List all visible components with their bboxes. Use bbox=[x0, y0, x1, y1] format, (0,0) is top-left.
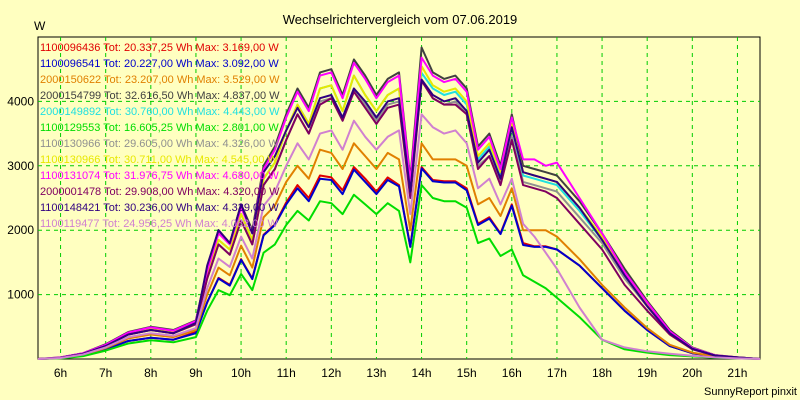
series-line-2000150622 bbox=[37, 142, 761, 360]
legend-entry-2000001478: 2000001478 Tot: 29.908,00 Wh Max: 4.320,… bbox=[40, 186, 280, 198]
y-tick-label: 4000 bbox=[7, 94, 34, 108]
chart-title: Wechselrichtervergleich vom 07.06.2019 bbox=[283, 12, 518, 27]
x-tick-label: 17h bbox=[547, 366, 567, 380]
x-tick-label: 20h bbox=[682, 366, 702, 380]
series-line-1100129553 bbox=[37, 184, 761, 360]
legend-entry-unreadable: 1100130966 Tot: 30.711,00 Wh Max: 4.545,… bbox=[40, 154, 279, 166]
x-tick-label: 21h bbox=[727, 366, 747, 380]
legend-entry-1100096436: 1100096436 Tot: 20.337,25 Wh Max: 3.169,… bbox=[40, 42, 279, 54]
legend-entry-1100131074: 1100131074 Tot: 31.976,75 Wh Max: 4.680,… bbox=[40, 170, 279, 182]
series-line-1100148421 bbox=[37, 78, 761, 360]
x-tick-label: 14h bbox=[412, 366, 432, 380]
y-axis-ticks: 1000 2000 3000 4000 bbox=[7, 94, 34, 301]
x-tick-label: 10h bbox=[231, 366, 251, 380]
footer-credit: SunnyReport pinxit bbox=[704, 386, 797, 398]
y-tick-label: 2000 bbox=[7, 223, 34, 237]
series-line-1100131074 bbox=[37, 56, 761, 360]
x-tick-label: 16h bbox=[502, 366, 522, 380]
legend-entry-2000149892: 2000149892 Tot: 30.760,00 Wh Max: 4.443,… bbox=[40, 106, 280, 118]
x-tick-label: 7h bbox=[99, 366, 112, 380]
legend-entry-1100119477: 1100119477 Tot: 24.956,25 Wh Max: 4.082,… bbox=[40, 218, 279, 230]
legend-entry-2000154799: 2000154799 Tot: 32.616,50 Wh Max: 4.837,… bbox=[40, 90, 280, 102]
x-tick-label: 8h bbox=[144, 366, 157, 380]
y-tick-label: 1000 bbox=[7, 288, 34, 302]
legend-entry-1100130966: 1100130966 Tot: 29.605,00 Wh Max: 4.326,… bbox=[40, 138, 279, 150]
series-line-1100119477 bbox=[37, 113, 761, 360]
legend-entry-1100148421: 1100148421 Tot: 30.236,00 Wh Max: 4.339,… bbox=[40, 202, 279, 214]
x-tick-label: 13h bbox=[366, 366, 386, 380]
series-line-2000001478 bbox=[37, 79, 761, 360]
x-tick-label: 18h bbox=[592, 366, 612, 380]
legend-entry-1100129553: 1100129553 Tot: 16.605,25 Wh Max: 2.801,… bbox=[40, 122, 279, 134]
series-lines bbox=[37, 46, 761, 360]
series-line-1100096541 bbox=[37, 167, 761, 360]
x-axis-ticks: 6h 7h 8h 9h 10h 11h 12h 13h 14h 15h 16h 17h 18h 19h 20… bbox=[54, 366, 748, 380]
y-axis-unit-label: W bbox=[34, 19, 46, 33]
legend-entry-1100096541: 1100096541 Tot: 20.227,00 Wh Max: 3.092,… bbox=[40, 58, 279, 70]
x-tick-label: 19h bbox=[637, 366, 657, 380]
x-tick-label: 6h bbox=[54, 366, 67, 380]
y-tick-label: 3000 bbox=[7, 159, 34, 173]
x-tick-label: 11h bbox=[277, 366, 296, 380]
x-tick-label: 9h bbox=[189, 366, 202, 380]
legend-entry-2000150622: 2000150622 Tot: 23.207,00 Wh Max: 3.529,… bbox=[40, 74, 280, 86]
legend: 1100096436 Tot: 20.337,25 Wh Max: 3.169,… bbox=[40, 42, 280, 230]
x-tick-label: 12h bbox=[321, 366, 341, 380]
x-tick-label: 15h bbox=[457, 366, 477, 380]
